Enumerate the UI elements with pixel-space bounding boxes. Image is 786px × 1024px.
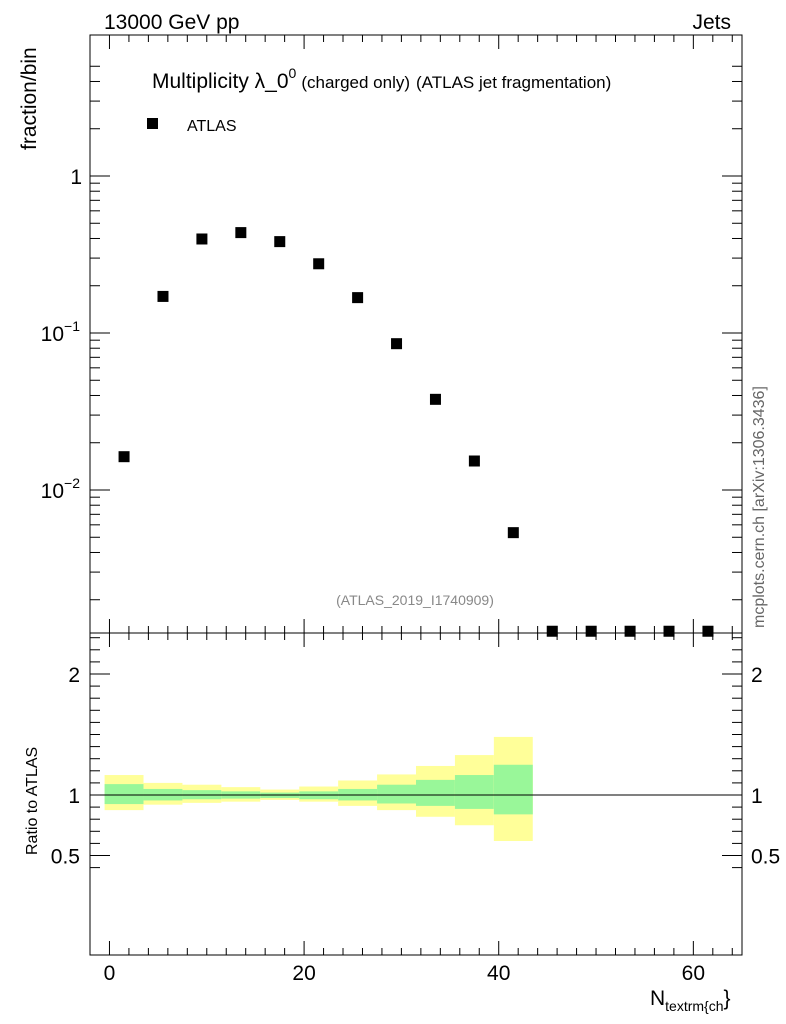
- ratio-band-inner: [454, 775, 494, 809]
- x-tick-label: 60: [682, 962, 705, 985]
- legend-marker-atlas: [147, 118, 158, 129]
- main-y-tick-label: 1: [70, 166, 82, 189]
- data-point: [274, 236, 286, 248]
- ratio-panel-frame: [89, 632, 743, 956]
- ratio-band-inner: [416, 779, 455, 806]
- x-tick-label: 40: [487, 962, 510, 985]
- ratio-y-tick-label-right: 2: [751, 664, 763, 687]
- ratio-axis-ticks: 0 20 40 60 0.5 0.5 1 1 2 2: [51, 633, 780, 985]
- legend-label-atlas: ATLAS: [187, 118, 237, 135]
- ratio-y-tick-label: 1: [68, 785, 80, 808]
- chart-title-suffix-1: (charged only): [301, 73, 410, 92]
- x-axis-label: Ntextrm{ch}: [650, 987, 731, 1014]
- header-right: Jets: [692, 11, 731, 34]
- data-point: [157, 290, 169, 302]
- y-axis-label-main: fraction/bin: [18, 47, 41, 150]
- watermark-label: mcplots.cern.ch [arXiv:1306.3436]: [751, 386, 768, 628]
- ratio-band-inner: [104, 784, 144, 805]
- data-point: [352, 292, 364, 304]
- main-data-points: [118, 227, 714, 637]
- data-point: [118, 451, 130, 463]
- data-point: [702, 625, 714, 637]
- ratio-y-tick-label-right: 0.5: [751, 846, 780, 869]
- data-point: [468, 455, 480, 467]
- ratio-band-inner: [377, 784, 416, 804]
- x-tick-label: 0: [104, 962, 116, 985]
- x-axis-label-main: N: [650, 987, 665, 1010]
- main-axis-ticks: 1 10−1 10−2: [41, 35, 742, 633]
- chart-title-main: Multiplicity λ_0: [152, 70, 289, 93]
- data-point: [196, 233, 208, 245]
- data-point: [429, 393, 441, 405]
- main-y-tick-label: 10−1: [41, 318, 81, 346]
- data-point: [391, 338, 403, 350]
- data-point: [313, 258, 325, 270]
- ratio-y-tick-label: 2: [68, 664, 80, 687]
- data-point: [624, 625, 636, 637]
- analysis-label: (ATLAS_2019_I1740909): [336, 592, 494, 608]
- main-panel: 1 10−1 10−2: [41, 34, 743, 637]
- data-point: [235, 227, 247, 239]
- y-axis-label-ratio: Ratio to ATLAS: [24, 747, 41, 855]
- data-point: [507, 527, 519, 539]
- chart-title-superscript: 0: [289, 65, 297, 81]
- data-point: [663, 625, 675, 637]
- data-point: [585, 625, 597, 637]
- ratio-y-tick-label: 0.5: [51, 846, 80, 869]
- x-axis-label-subscript: textrm{ch: [665, 998, 723, 1014]
- chart-title-suffix-2: (ATLAS jet fragmentation): [416, 73, 611, 92]
- ratio-y-tick-label-right: 1: [751, 785, 763, 808]
- chart-title: Multiplicity λ_00 (charged only) (ATLAS je…: [152, 65, 611, 93]
- x-axis-label-suffix: }: [724, 987, 731, 1010]
- data-point: [546, 625, 558, 637]
- ratio-band-inner: [493, 764, 533, 815]
- main-y-tick-label: 10−2: [41, 475, 81, 503]
- ratio-uncertainty-bands: [104, 736, 533, 841]
- x-tick-label: 20: [292, 962, 315, 985]
- ratio-panel: 0 20 40 60 0.5 0.5 1 1 2 2: [51, 632, 780, 985]
- header-left: 13000 GeV pp: [104, 11, 239, 34]
